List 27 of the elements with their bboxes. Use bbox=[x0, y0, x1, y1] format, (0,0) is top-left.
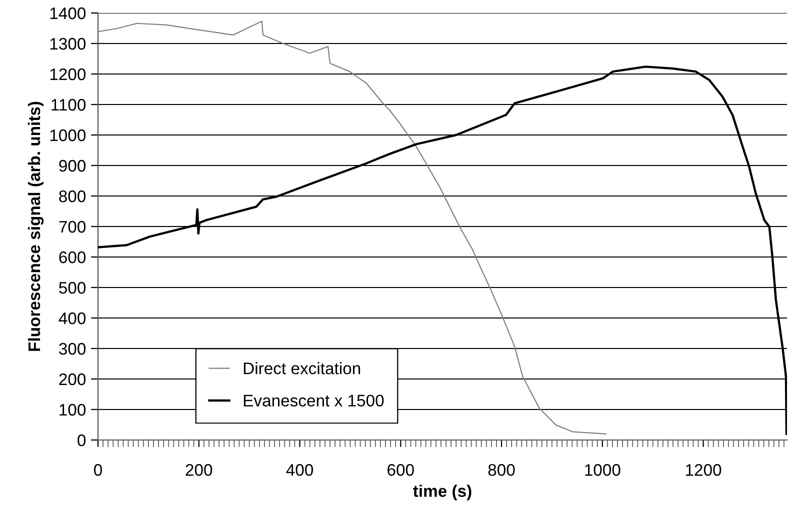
x-axis-title: time (s) bbox=[413, 484, 472, 500]
y-tick-label: 500 bbox=[59, 282, 86, 294]
legend-label: Evanescent x 1500 bbox=[244, 394, 384, 406]
x-tick-label: 600 bbox=[388, 464, 414, 476]
x-tick-label: 1000 bbox=[585, 464, 620, 476]
x-tick-label: 800 bbox=[488, 464, 515, 476]
y-tick-label: 700 bbox=[59, 220, 86, 233]
y-tick-label: 1000 bbox=[50, 129, 86, 142]
y-tick-label: 900 bbox=[59, 160, 86, 172]
x-tick-label: 200 bbox=[186, 464, 212, 476]
y-tick-label: 1100 bbox=[52, 98, 86, 111]
line-series bbox=[98, 20, 606, 434]
y-tick-label: 100 bbox=[60, 404, 86, 416]
y-tick-label: 200 bbox=[59, 373, 86, 386]
y-tick-label: 0 bbox=[78, 434, 86, 446]
x-tick-label: 1200 bbox=[686, 464, 722, 476]
y-axis-title: Fluorescence signal (arb. units) bbox=[28, 102, 44, 351]
x-tick-label: 0 bbox=[94, 464, 102, 476]
y-tick-label: 400 bbox=[58, 312, 86, 324]
legend-label: Direct excitation bbox=[244, 362, 360, 374]
y-tick-label: 1200 bbox=[50, 68, 86, 80]
y-tick-label: 800 bbox=[59, 190, 86, 202]
y-tick-label: 300 bbox=[59, 342, 86, 355]
y-tick-label: 1400 bbox=[50, 7, 86, 20]
y-tick-label: 1300 bbox=[50, 38, 86, 50]
x-tick-label: 400 bbox=[286, 464, 314, 476]
y-tick-label: 600 bbox=[59, 251, 86, 264]
